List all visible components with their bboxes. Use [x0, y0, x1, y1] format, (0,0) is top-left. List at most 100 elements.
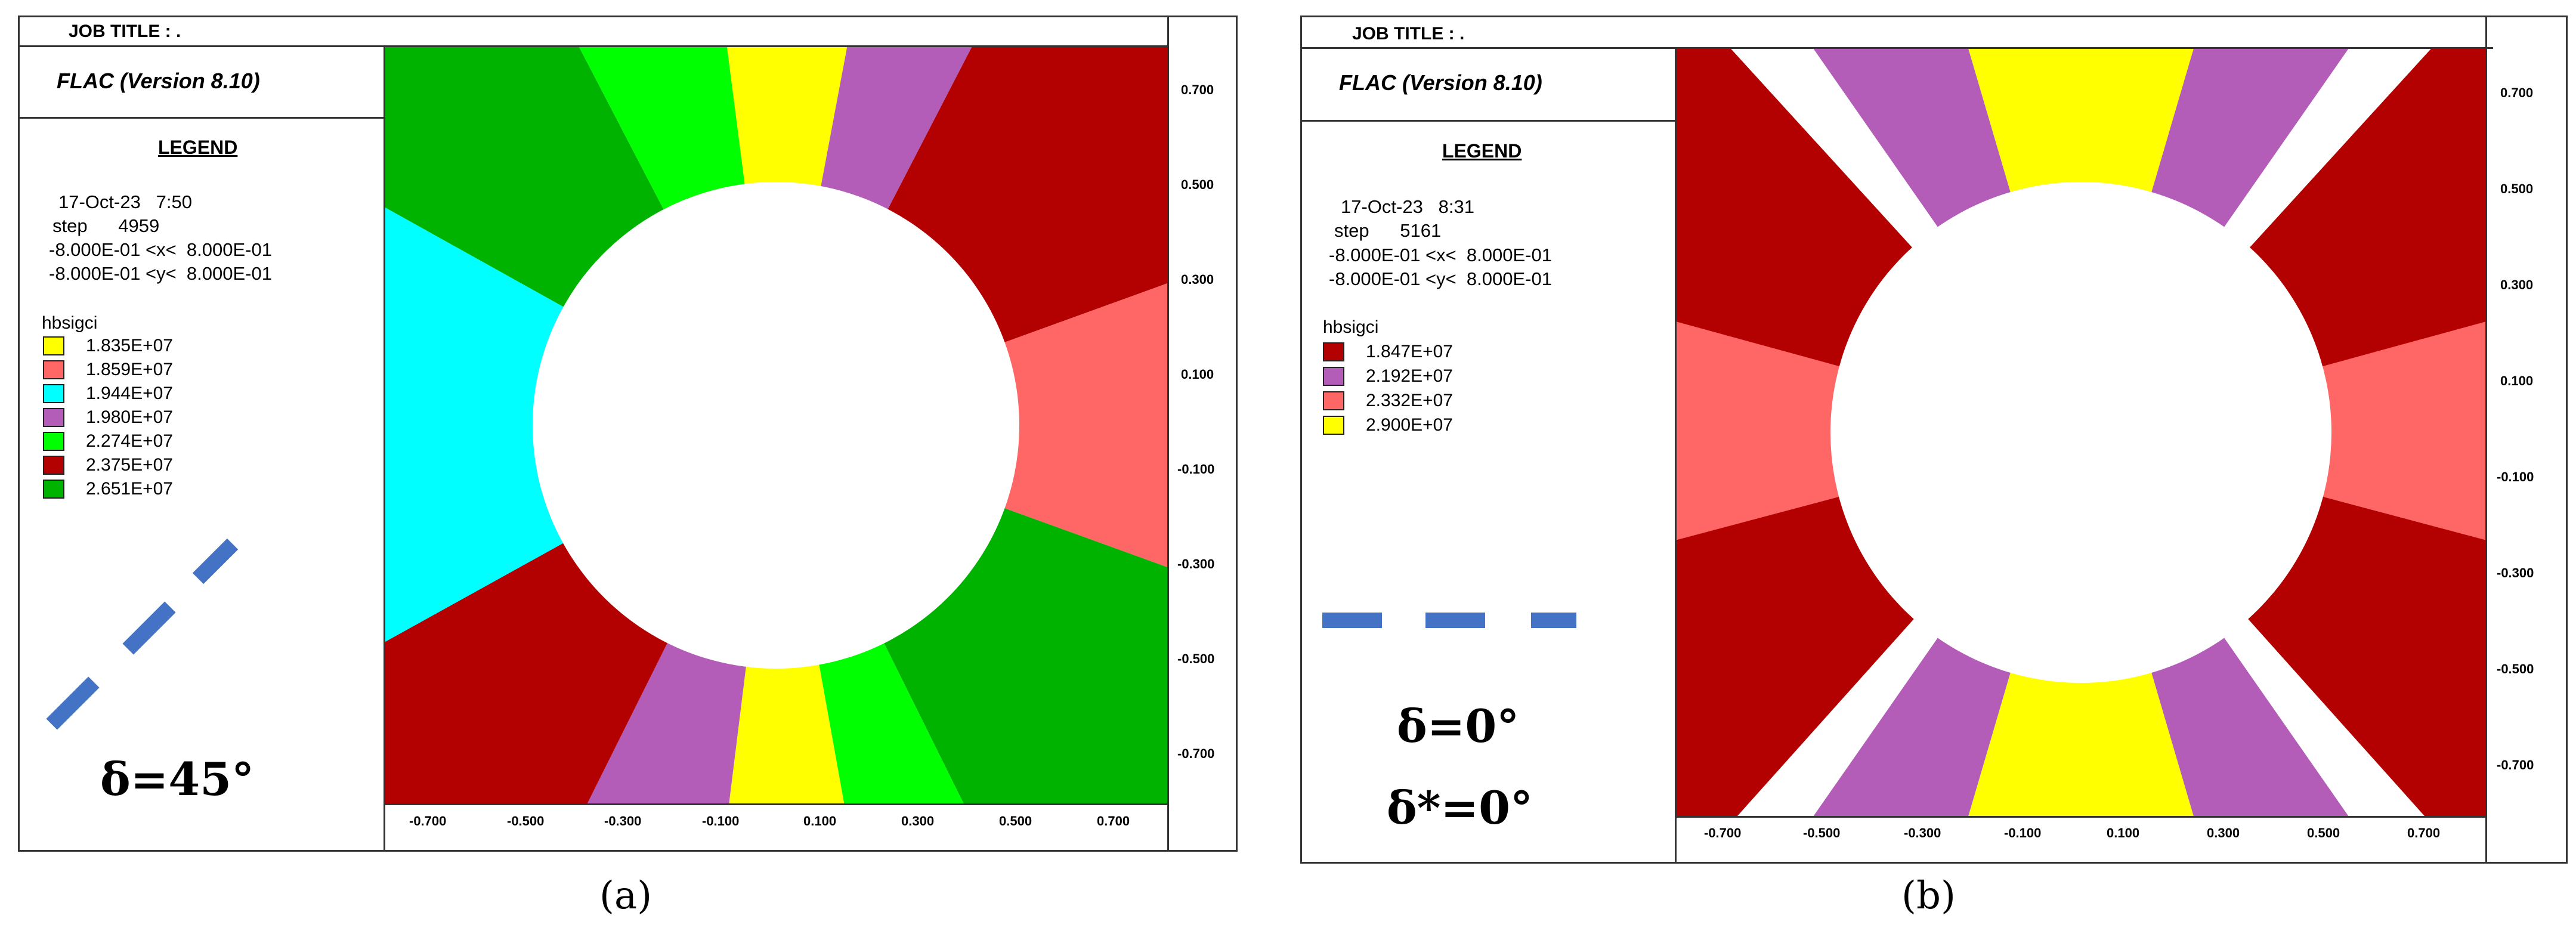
panel-a-y-range: -8.000E-01 <y< 8.000E-01 — [49, 263, 272, 284]
legend-entry: 2.192E+07 — [1323, 364, 1453, 388]
panel-b-xtick: -0.700 — [1704, 825, 1742, 840]
panel-b-ytick: 0.700 — [2500, 85, 2534, 100]
panel-b-xtick: -0.500 — [1803, 825, 1841, 840]
legend-entry: 1.980E+07 — [43, 406, 173, 429]
panel-a-software-name: FLAC (Version 8.10) — [57, 69, 260, 93]
panel-b-xtick: -0.300 — [1904, 825, 1941, 840]
tunnel-opening — [533, 182, 1019, 669]
panel-b-dash — [1531, 613, 1576, 628]
panel-b-variable: hbsigci — [1323, 317, 1379, 337]
panel-a-ytick: -0.100 — [1177, 462, 1215, 477]
panel-b-xtick: 0.500 — [2307, 825, 2340, 840]
panel-b-dash — [1425, 613, 1485, 628]
panel-a-date: 17-Oct-23 7:50 — [58, 191, 193, 212]
panel-b-ytick: -0.300 — [2497, 565, 2534, 580]
legend-value: 2.192E+07 — [1366, 366, 1453, 386]
legend-value: 2.651E+07 — [86, 479, 173, 499]
legend-swatch — [43, 480, 64, 499]
panel-b-step: step 5161 — [1334, 220, 1442, 241]
panel-a-xtick: -0.100 — [702, 814, 740, 828]
panel-a-caption: (a) — [599, 874, 652, 918]
legend-swatch — [43, 432, 64, 451]
tunnel-opening — [1830, 182, 2331, 683]
panel-a-contour-plot — [385, 47, 1167, 803]
panel-b-ytick: 0.500 — [2500, 181, 2534, 196]
panel-b-axis-divider — [2485, 16, 2487, 864]
legend-entry: 1.835E+07 — [43, 334, 173, 358]
legend-swatch — [43, 360, 64, 379]
panel-b-ytick: 0.100 — [2500, 373, 2534, 388]
panel-a-xtick: -0.500 — [507, 814, 545, 828]
panel-a-step: step 4959 — [52, 215, 160, 236]
legend-entry: 1.859E+07 — [43, 358, 173, 382]
panel-b-title-divider — [1300, 47, 2493, 49]
panel-b-xtick: 0.300 — [2207, 825, 2240, 840]
panel-b-contour-plot — [1677, 49, 2485, 816]
legend-value: 2.332E+07 — [1366, 391, 1453, 410]
legend-value: 1.944E+07 — [86, 384, 173, 403]
panel-b-x-range: -8.000E-01 <x< 8.000E-01 — [1329, 245, 1552, 265]
panel-b-ytick: 0.300 — [2500, 277, 2534, 292]
legend-value: 2.375E+07 — [86, 455, 173, 475]
panel-a-ytick: 0.300 — [1181, 272, 1214, 287]
panel-a-ytick: -0.300 — [1177, 556, 1215, 571]
legend-swatch — [43, 336, 64, 355]
panel-a-xtick: 0.700 — [1097, 814, 1130, 828]
panel-a-xtick: -0.300 — [604, 814, 642, 828]
panel-a-xaxis-divider — [384, 803, 1168, 805]
legend-value: 2.900E+07 — [1366, 415, 1453, 435]
panel-b-ytick: -0.100 — [2497, 469, 2534, 484]
legend-swatch — [1323, 416, 1344, 435]
panel-a-ytick: 0.100 — [1181, 367, 1214, 382]
panel-a-xtick: 0.500 — [999, 814, 1032, 828]
panel-a-legend-heading: LEGEND — [158, 137, 238, 158]
legend-swatch — [1323, 391, 1344, 410]
panel-b-header-divider — [1300, 120, 1676, 122]
panel-a-ytick: -0.700 — [1177, 746, 1215, 761]
panel-b-angle-label: δ=0° — [1397, 700, 1520, 753]
panel-b-software-name: FLAC (Version 8.10) — [1339, 70, 1542, 95]
panel-b-ytick: -0.500 — [2497, 661, 2534, 676]
panel-a-ytick: 0.500 — [1181, 177, 1214, 192]
panel-b-xaxis-divider — [1675, 816, 2487, 818]
panel-b-angle-label-2: δ*=0° — [1387, 781, 1533, 834]
legend-entry: 2.274E+07 — [43, 429, 173, 453]
panel-a-axis-divider — [1167, 16, 1169, 852]
legend-entry: 2.375E+07 — [43, 453, 173, 477]
panel-b-legend-heading: LEGEND — [1442, 140, 1522, 162]
legend-value: 1.847E+07 — [1366, 342, 1453, 361]
legend-entry: 1.847E+07 — [1323, 340, 1453, 364]
panel-a-job-title: JOB TITLE : . — [69, 21, 181, 41]
legend-entry: 1.944E+07 — [43, 382, 173, 406]
panel-b-xtick: -0.100 — [2004, 825, 2042, 840]
legend-swatch — [1323, 367, 1344, 386]
panel-a-xtick: 0.300 — [901, 814, 935, 828]
panel-a-xtick: 0.100 — [803, 814, 837, 828]
panel-a-variable: hbsigci — [42, 313, 98, 333]
panel-b-legend-divider — [1675, 47, 1677, 864]
panel-b-xtick: 0.700 — [2407, 825, 2441, 840]
legend-value: 1.835E+07 — [86, 336, 173, 355]
legend-swatch — [43, 384, 64, 403]
panel-a-ytick: -0.500 — [1177, 651, 1215, 666]
panel-b-job-title: JOB TITLE : . — [1352, 24, 1465, 44]
legend-swatch — [43, 456, 64, 475]
panel-b-date: 17-Oct-23 8:31 — [1341, 196, 1475, 217]
panel-b-xtick: 0.100 — [2107, 825, 2140, 840]
panel-a-title-divider — [18, 45, 1169, 47]
panel-b-caption: (b) — [1901, 874, 1956, 918]
panel-a-header-divider — [18, 117, 385, 119]
panel-b-ytick: -0.700 — [2497, 757, 2534, 772]
legend-entry: 2.900E+07 — [1323, 413, 1453, 437]
legend-value: 2.274E+07 — [86, 431, 173, 451]
legend-swatch — [1323, 342, 1344, 361]
panel-a-legend-divider — [384, 45, 385, 852]
contour-region — [385, 47, 776, 425]
legend-entry: 2.651E+07 — [43, 477, 173, 501]
panel-b-dash — [1322, 613, 1382, 628]
legend-swatch — [43, 408, 64, 427]
panel-a-angle-label: δ=45° — [100, 753, 255, 806]
legend-value: 1.980E+07 — [86, 407, 173, 427]
panel-b-y-range: -8.000E-01 <y< 8.000E-01 — [1329, 268, 1552, 289]
legend-entry: 2.332E+07 — [1323, 389, 1453, 413]
